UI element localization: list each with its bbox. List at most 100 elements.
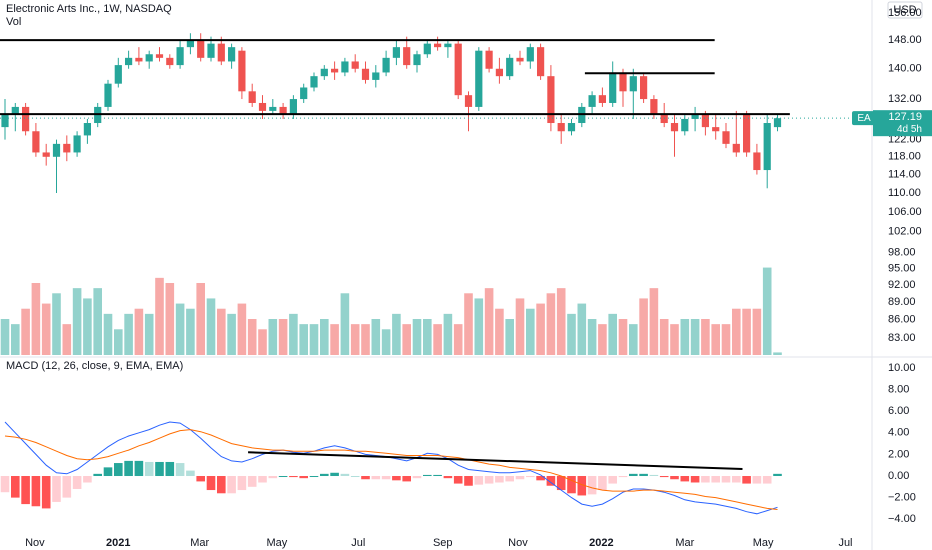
candle-body	[32, 131, 40, 153]
volume-bar	[618, 319, 628, 355]
symbol-tag	[852, 111, 876, 126]
volume-bar	[165, 283, 175, 355]
x-tick-label: 2021	[106, 537, 130, 549]
candle-body	[104, 83, 112, 107]
volume-bar	[670, 324, 679, 355]
candle-body	[434, 43, 442, 48]
histogram-bar	[258, 476, 267, 483]
volume-bar	[536, 303, 545, 355]
volume-bar	[320, 319, 329, 355]
histogram-bar	[320, 473, 329, 477]
volume-bar	[361, 324, 370, 355]
y-tick-label: 89.00	[888, 296, 916, 308]
histogram-bar	[690, 476, 700, 483]
candle-body	[547, 76, 555, 124]
volume-bar	[103, 313, 113, 355]
candle-body	[320, 68, 328, 77]
histogram-bar	[742, 476, 751, 484]
histogram-bar	[412, 476, 422, 479]
volume-bar	[124, 313, 133, 355]
histogram-bar	[289, 476, 298, 478]
volume-bar	[742, 308, 751, 355]
histogram-bar	[484, 476, 494, 484]
histogram-bar	[186, 470, 195, 477]
candle-body	[73, 135, 81, 153]
volume-bar	[31, 283, 41, 355]
volume-bar	[237, 303, 247, 355]
volume-bar	[701, 319, 710, 355]
candle-body	[372, 72, 380, 80]
volume-bar	[732, 308, 741, 355]
y-tick-label: 10.00	[888, 362, 916, 374]
candle-body	[382, 57, 390, 73]
volume-bar	[144, 313, 154, 355]
y-tick-label: 95.00	[888, 262, 916, 274]
histogram-bar	[247, 476, 257, 487]
candle-body	[557, 123, 565, 132]
volume-bar	[556, 288, 566, 355]
candle-body	[145, 54, 153, 62]
candle-body	[217, 43, 225, 62]
volume-bar	[114, 329, 123, 355]
macd-title: MACD (12, 26, close, 9, EMA, EMA)	[6, 360, 183, 372]
volume-bar	[752, 308, 762, 355]
volume-bar	[11, 324, 20, 355]
y-tick-label: 118.00	[888, 151, 921, 163]
candle-body	[248, 91, 256, 103]
candle-body	[588, 95, 596, 107]
candle-body	[197, 40, 205, 58]
histogram-bar	[206, 476, 216, 491]
volume-bar	[423, 319, 432, 355]
volume-bar	[495, 308, 504, 355]
candle-body	[743, 114, 751, 153]
histogram-bar	[330, 472, 339, 477]
macd-line	[4, 429, 778, 510]
histogram-bar	[670, 476, 679, 480]
y-tick-label: 0.00	[888, 470, 909, 482]
histogram-bar	[134, 460, 144, 477]
histogram-bar	[381, 476, 391, 480]
volume-bar	[526, 308, 535, 355]
candle-body	[403, 47, 411, 66]
volume-bar	[433, 324, 442, 355]
histogram-bar	[659, 476, 669, 478]
volume-bar	[268, 319, 278, 355]
currency[interactable]: USD	[893, 4, 916, 16]
symbol-label: EA	[857, 113, 871, 124]
volume-bar	[62, 324, 72, 355]
histogram-bar	[31, 476, 41, 507]
y-tick-label: 86.00	[888, 314, 916, 326]
histogram-bar	[392, 476, 401, 481]
volume-bar	[175, 303, 185, 355]
volume-bar	[680, 319, 690, 355]
volume-bar	[392, 313, 401, 355]
histogram-bar	[227, 476, 236, 494]
candle-body	[125, 57, 133, 66]
y-tick-label: 148.00	[888, 34, 922, 46]
histogram-bar	[423, 474, 432, 477]
volume-bar	[587, 319, 597, 355]
histogram-bar	[721, 476, 731, 483]
candle-body	[238, 50, 246, 92]
candle-body	[207, 43, 215, 58]
volume-bar	[186, 308, 195, 355]
volume-bar	[350, 324, 360, 355]
histogram-bar	[299, 476, 308, 479]
y-tick-label: 132.00	[888, 93, 922, 105]
candle-body	[629, 76, 637, 92]
histogram-bar	[93, 473, 102, 477]
y-tick-label: −4.00	[888, 513, 916, 525]
y-tick-label: 98.00	[888, 246, 916, 258]
currency-box[interactable]	[887, 1, 923, 19]
candle-body	[331, 68, 339, 73]
x-tick-label: May	[753, 537, 774, 549]
candle-body	[567, 123, 576, 132]
candle-body	[63, 143, 71, 153]
histogram-bar	[175, 463, 185, 477]
histogram-bar	[41, 476, 51, 509]
y-tick-label: 110.00	[888, 187, 921, 199]
histogram-bar	[433, 474, 442, 477]
candle-body	[753, 152, 761, 171]
candle-body	[712, 127, 720, 132]
histogram-bar	[649, 474, 659, 477]
